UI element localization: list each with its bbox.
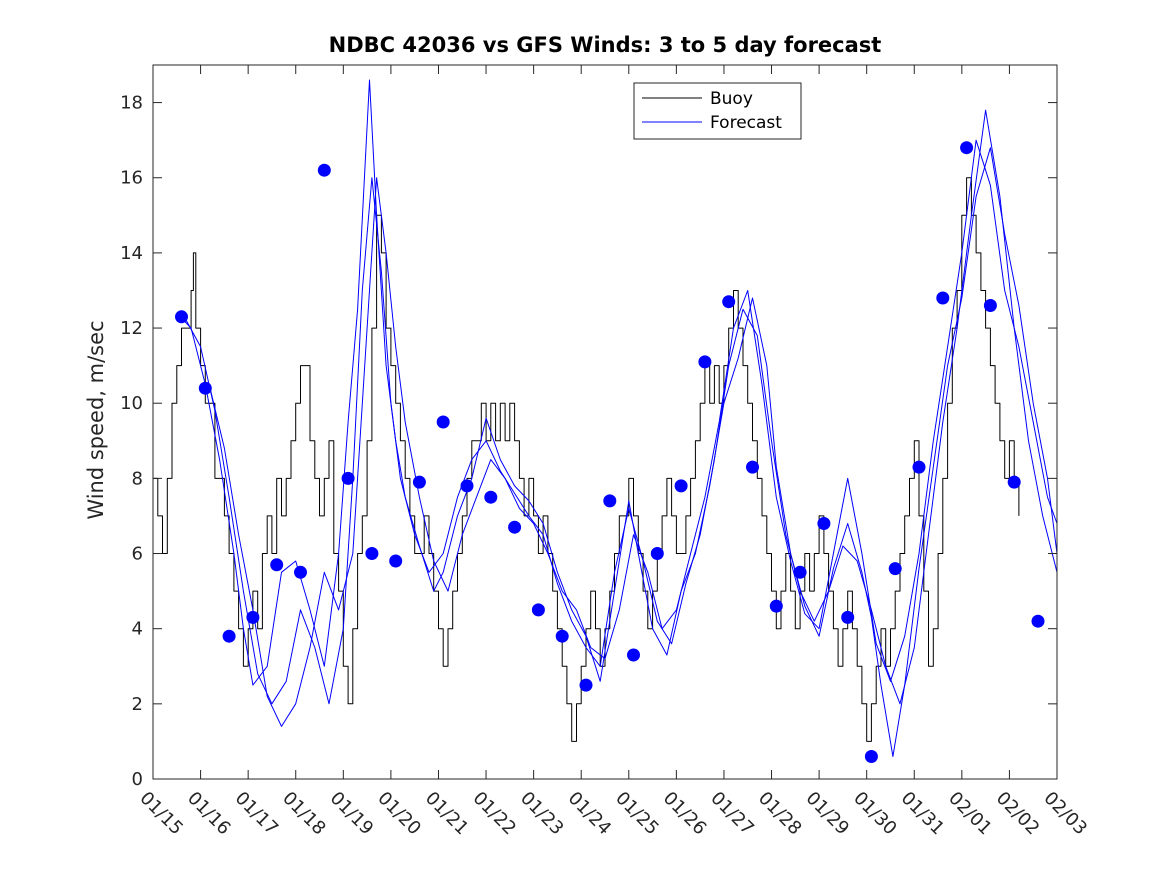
forecast-marker-32 <box>912 460 926 474</box>
forecast-marker-27 <box>793 565 807 579</box>
forecast-marker-34 <box>960 141 974 155</box>
y-tick-label-14: 14 <box>120 243 143 264</box>
forecast-marker-24 <box>722 295 736 309</box>
forecast-1-line <box>176 79 1058 757</box>
forecast-marker-14 <box>484 490 498 504</box>
forecast-marker-15 <box>508 520 522 534</box>
y-tick-label-4: 4 <box>132 619 143 640</box>
forecast-marker-7 <box>317 163 331 177</box>
forecast-marker-26 <box>769 599 783 613</box>
legend-label-buoy: Buoy <box>710 89 753 109</box>
y-tick-label-18: 18 <box>120 93 143 114</box>
forecast-marker-37 <box>1031 614 1045 628</box>
forecast-marker-21 <box>650 547 664 560</box>
forecast-marker-20 <box>627 648 640 662</box>
legend-label-forecast: Forecast <box>710 113 782 133</box>
forecast-marker-28 <box>817 517 831 530</box>
series-layer <box>153 79 1058 757</box>
buoy-line <box>153 177 1020 742</box>
forecast-marker-25 <box>746 460 759 474</box>
forecast-marker-22 <box>674 479 688 493</box>
forecast-2-line <box>185 109 1058 705</box>
forecast-marker-1 <box>175 310 188 324</box>
chart-title: NDBC 42036 vs GFS Winds: 3 to 5 day fore… <box>329 33 882 57</box>
forecast-marker-17 <box>555 629 569 643</box>
marker-layer <box>175 141 1045 763</box>
forecast-marker-31 <box>888 562 902 576</box>
y-tick-label-0: 0 <box>132 769 143 790</box>
forecast-marker-3 <box>222 629 236 643</box>
plot-frame <box>152 64 1058 780</box>
forecast-marker-16 <box>531 603 545 617</box>
forecast-marker-19 <box>603 494 617 508</box>
forecast-marker-4 <box>246 610 260 624</box>
forecast-marker-2 <box>198 381 212 395</box>
forecast-marker-36 <box>1007 475 1021 489</box>
forecast-marker-5 <box>270 558 284 572</box>
forecast-marker-33 <box>936 291 950 305</box>
y-axis: 0 2 4 6 8 10 12 14 16 18 <box>120 93 1057 790</box>
forecast-marker-8 <box>341 471 355 485</box>
y-tick-label-10: 10 <box>120 393 143 414</box>
forecast-marker-6 <box>294 565 307 579</box>
forecast-marker-9 <box>365 547 379 560</box>
y-tick-label-12: 12 <box>120 318 143 339</box>
forecast-marker-30 <box>864 750 878 763</box>
forecast-3-line <box>209 139 1058 727</box>
forecast-marker-18 <box>579 678 593 692</box>
forecast-marker-12 <box>436 415 450 429</box>
forecast-marker-35 <box>983 299 997 312</box>
forecast-marker-11 <box>412 475 426 489</box>
y-axis-label: Wind speed, m/sec <box>84 320 108 519</box>
legend: Buoy Forecast <box>633 82 802 140</box>
legend-box <box>633 82 802 140</box>
y-tick-label-8: 8 <box>132 468 143 489</box>
forecast-marker-10 <box>389 554 403 568</box>
y-tick-label-2: 2 <box>132 694 143 715</box>
y-tick-label-6: 6 <box>132 544 143 565</box>
forecast-marker-23 <box>698 355 712 369</box>
forecast-marker-13 <box>460 479 474 493</box>
y-tick-label-16: 16 <box>120 168 143 189</box>
forecast-marker-29 <box>841 610 855 624</box>
